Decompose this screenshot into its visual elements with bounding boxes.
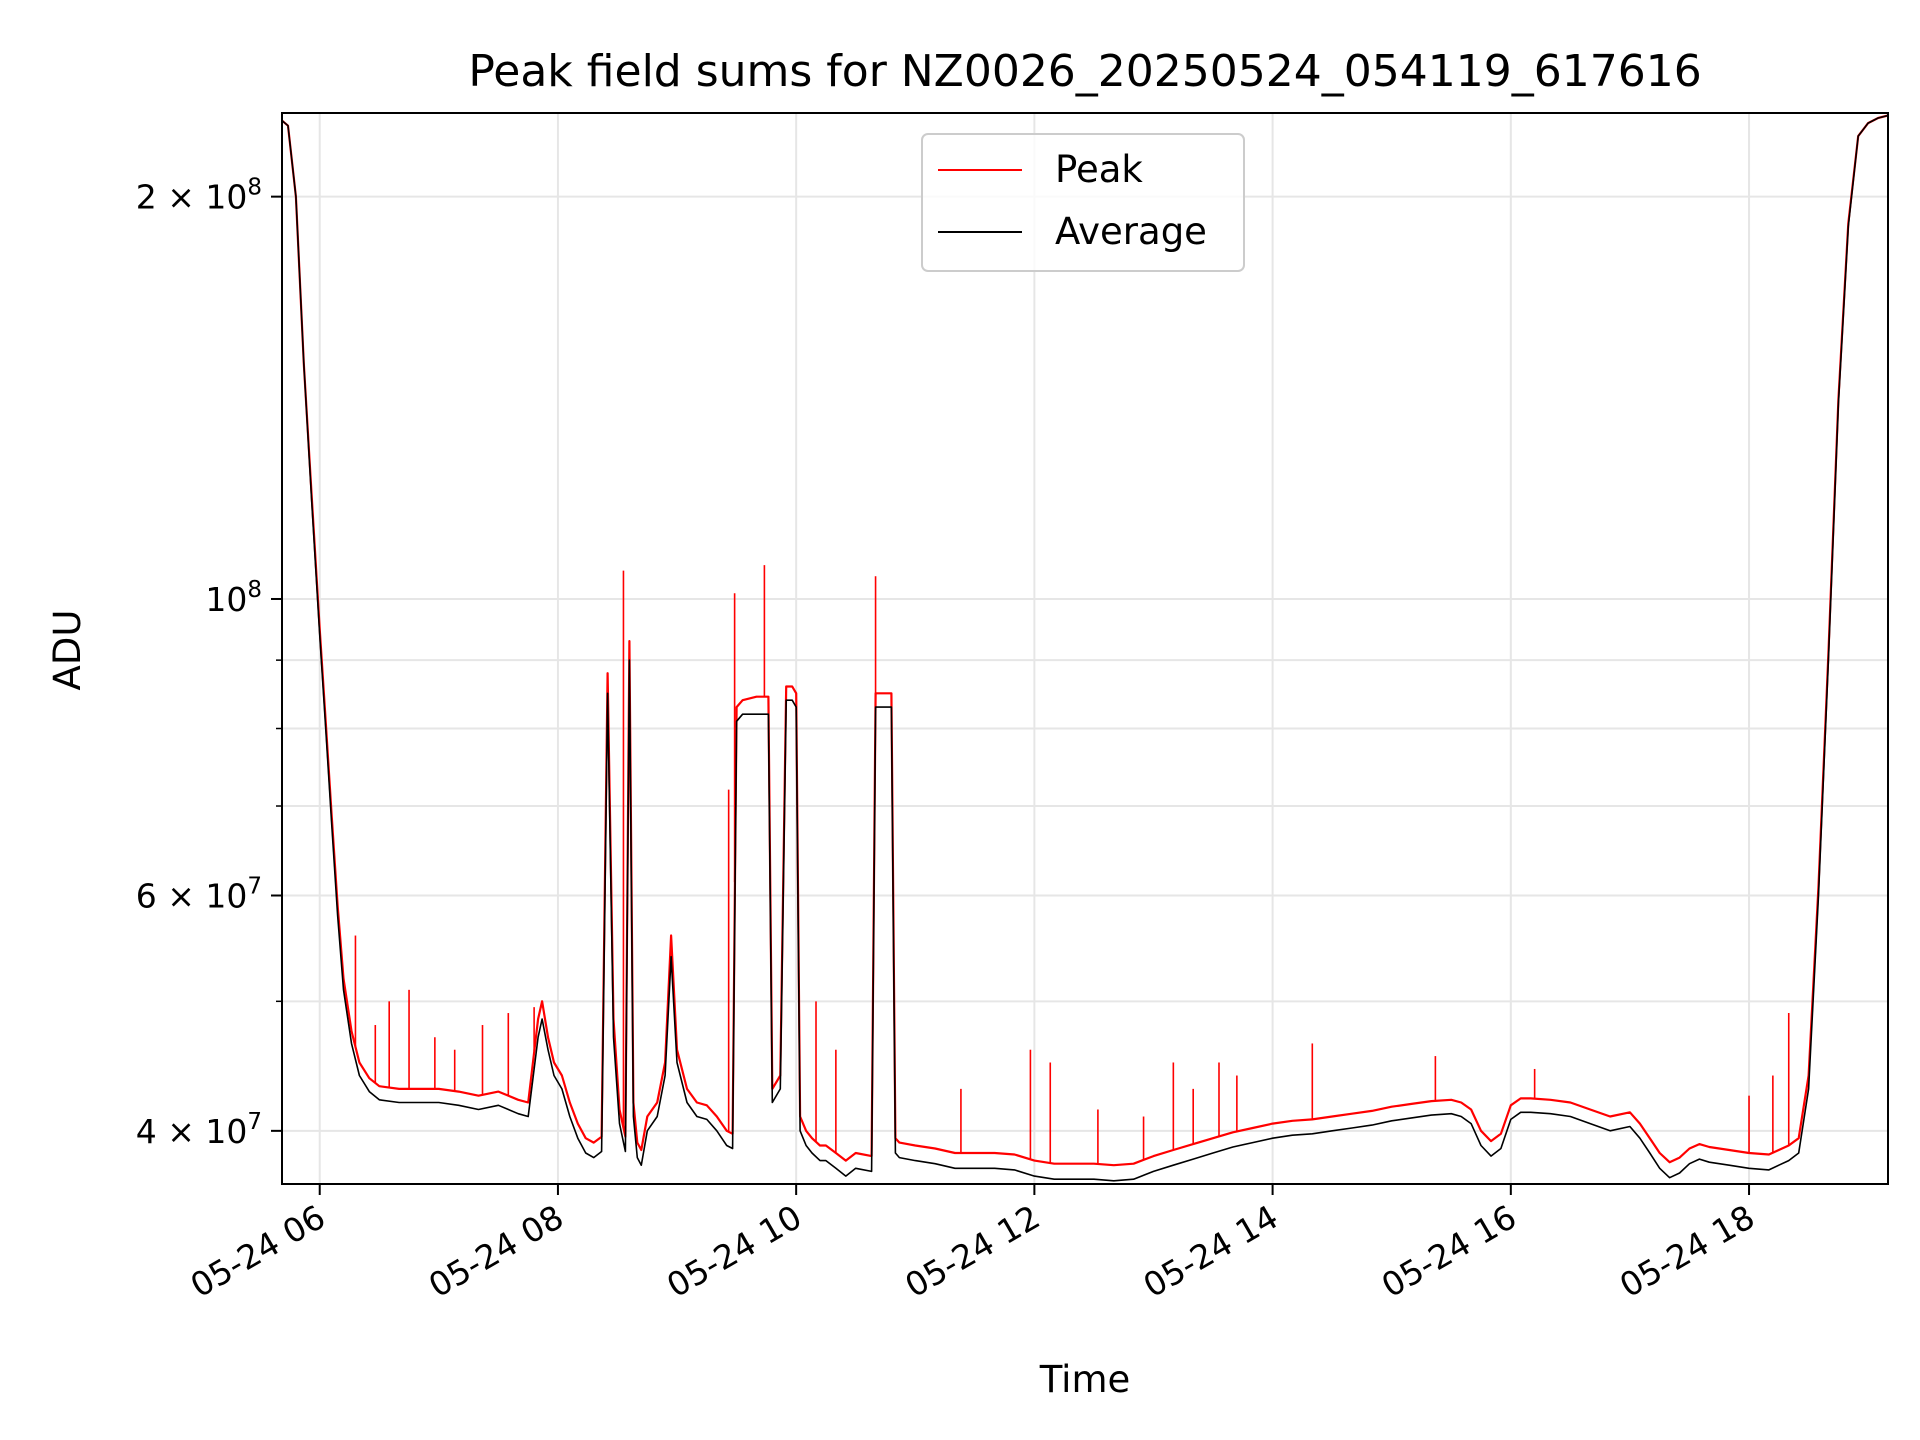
plot-area <box>282 114 1888 1182</box>
legend-box <box>921 133 1245 272</box>
y-tick-label: 108 <box>205 577 262 619</box>
x-axis-label: Time <box>1039 1358 1131 1401</box>
y-axis-ticks: 4 × 107 6 × 107 108 2 × 108 <box>136 175 282 1151</box>
series-group <box>282 114 1888 1182</box>
y-axis-label: ADU <box>46 610 89 691</box>
y-tick-label: 2 × 108 <box>136 175 262 217</box>
legend-label-peak: Peak <box>1055 148 1143 191</box>
chart-title: Peak field sums for NZ0026_20250524_0541… <box>468 46 1701 97</box>
y-tick-label: 4 × 107 <box>136 1109 262 1151</box>
legend: Peak Average <box>921 133 1245 272</box>
series-line-average <box>282 114 1888 1182</box>
y-tick-label: 6 × 107 <box>136 873 262 915</box>
plot-frame <box>281 112 1889 1185</box>
legend-label-average: Average <box>1055 210 1207 253</box>
